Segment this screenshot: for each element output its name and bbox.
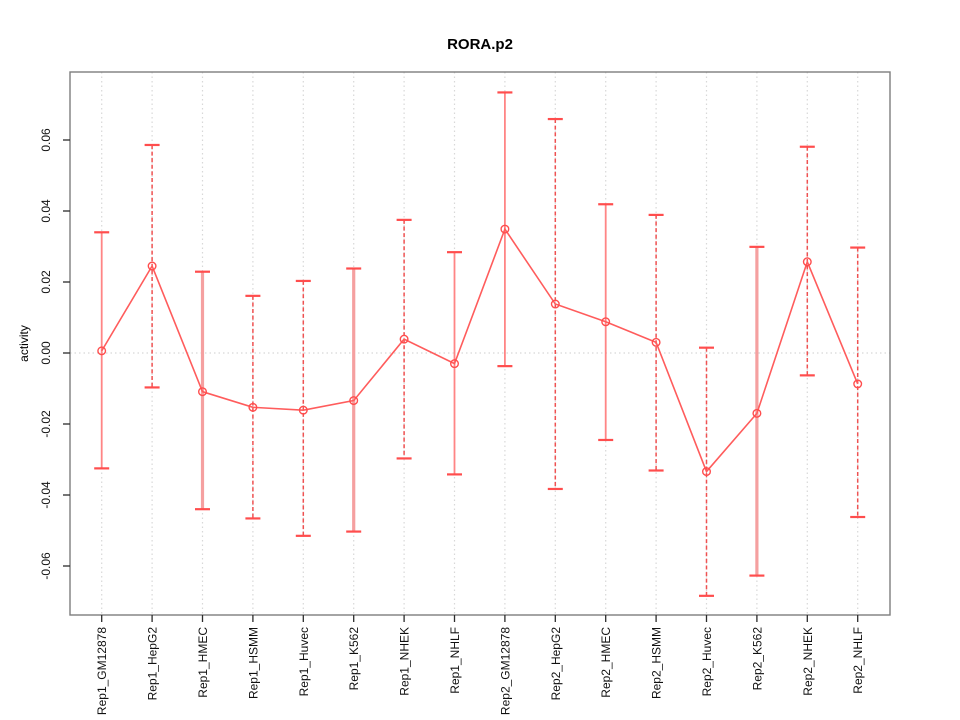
chart-title: RORA.p2: [447, 36, 513, 53]
x-tick-label: Rep1_GM12878: [95, 627, 109, 715]
x-tick-label: Rep1_Huvec: [297, 627, 311, 696]
data-point-marker: [550, 299, 560, 309]
data-point-marker: [248, 402, 258, 412]
gridlines-layer: [70, 72, 890, 615]
data-points-layer: [97, 224, 863, 477]
x-tick-label: Rep1_NHLF: [448, 627, 462, 694]
data-point-marker: [853, 379, 863, 389]
y-axis-label: activity: [17, 325, 31, 362]
data-point-marker: [399, 334, 409, 344]
data-point-marker: [601, 317, 611, 327]
x-tick-label: Rep2_Huvec: [700, 627, 714, 696]
x-tick-label: Rep2_NHEK: [801, 627, 815, 696]
x-tick-label: Rep1_HepG2: [146, 627, 160, 701]
data-point-marker: [500, 224, 510, 234]
data-point-marker: [349, 396, 359, 406]
data-point-marker: [802, 257, 812, 267]
x-tick-label: Rep2_HMEC: [599, 627, 613, 698]
x-tick-label: Rep1_NHEK: [398, 627, 412, 696]
x-tick-label: Rep2_K562: [750, 627, 764, 691]
error-bars-layer: [94, 91, 866, 597]
data-point-marker: [702, 467, 712, 477]
y-tick-label: -0.02: [39, 410, 53, 438]
x-tick-label: Rep1_K562: [347, 627, 361, 691]
data-point-marker: [651, 337, 661, 347]
data-point-marker: [147, 261, 157, 271]
data-point-marker: [298, 405, 308, 415]
data-point-marker: [97, 346, 107, 356]
x-tick-label: Rep1_HSMM: [246, 627, 260, 699]
x-tick-label: Rep2_GM12878: [498, 627, 512, 715]
x-tick-label: Rep2_NHLF: [851, 627, 865, 694]
data-point-marker: [752, 408, 762, 418]
plot-frame: [69, 71, 891, 616]
data-point-marker: [450, 359, 460, 369]
series-line: [101, 227, 859, 474]
y-tick-label: 0.06: [39, 128, 53, 152]
y-tick-label: -0.06: [39, 552, 53, 580]
data-point-marker: [197, 387, 207, 397]
axes-layer: -0.06 -0.04 -0.02 0.00 0.02 0.04 0.06 Rep1_GM12…: [39, 71, 891, 715]
x-tick-label: Rep2_HSMM: [650, 627, 664, 699]
series-line-layer: [101, 227, 859, 474]
x-tick-label: Rep1_HMEC: [196, 627, 210, 698]
x-tick-label: Rep2_HepG2: [549, 627, 563, 701]
y-tick-label: -0.04: [39, 481, 53, 509]
y-tick-label: 0.00: [39, 341, 53, 365]
y-tick-label: 0.04: [39, 199, 53, 223]
y-tick-label: 0.02: [39, 270, 53, 294]
